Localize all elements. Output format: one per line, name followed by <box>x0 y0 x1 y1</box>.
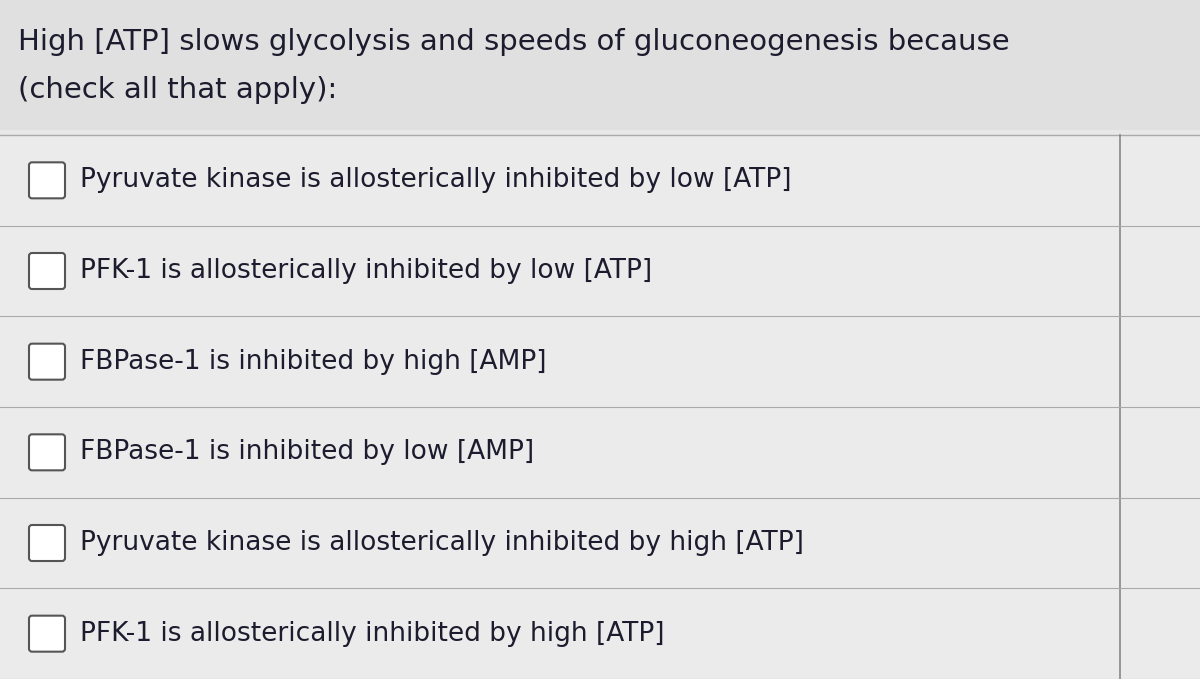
Text: PFK-1 is allosterically inhibited by low [ATP]: PFK-1 is allosterically inhibited by low… <box>80 258 652 284</box>
Bar <box>0 588 1200 679</box>
Text: High [ATP] slows glycolysis and speeds of gluconeogenesis because: High [ATP] slows glycolysis and speeds o… <box>18 28 1009 56</box>
Text: (check all that apply):: (check all that apply): <box>18 76 337 104</box>
FancyBboxPatch shape <box>29 344 65 380</box>
FancyBboxPatch shape <box>29 525 65 561</box>
FancyBboxPatch shape <box>29 616 65 652</box>
Text: Pyruvate kinase is allosterically inhibited by low [ATP]: Pyruvate kinase is allosterically inhibi… <box>80 167 792 194</box>
Bar <box>0 498 1200 588</box>
FancyBboxPatch shape <box>29 162 65 198</box>
Text: FBPase-1 is inhibited by high [AMP]: FBPase-1 is inhibited by high [AMP] <box>80 349 546 375</box>
Bar <box>0 225 1200 316</box>
Bar <box>0 0 1200 130</box>
Text: FBPase-1 is inhibited by low [AMP]: FBPase-1 is inhibited by low [AMP] <box>80 439 534 465</box>
FancyBboxPatch shape <box>29 253 65 289</box>
Text: PFK-1 is allosterically inhibited by high [ATP]: PFK-1 is allosterically inhibited by hig… <box>80 621 665 646</box>
Bar <box>0 407 1200 498</box>
Bar <box>0 316 1200 407</box>
Bar <box>0 135 1200 225</box>
FancyBboxPatch shape <box>29 435 65 471</box>
Text: Pyruvate kinase is allosterically inhibited by high [ATP]: Pyruvate kinase is allosterically inhibi… <box>80 530 804 556</box>
